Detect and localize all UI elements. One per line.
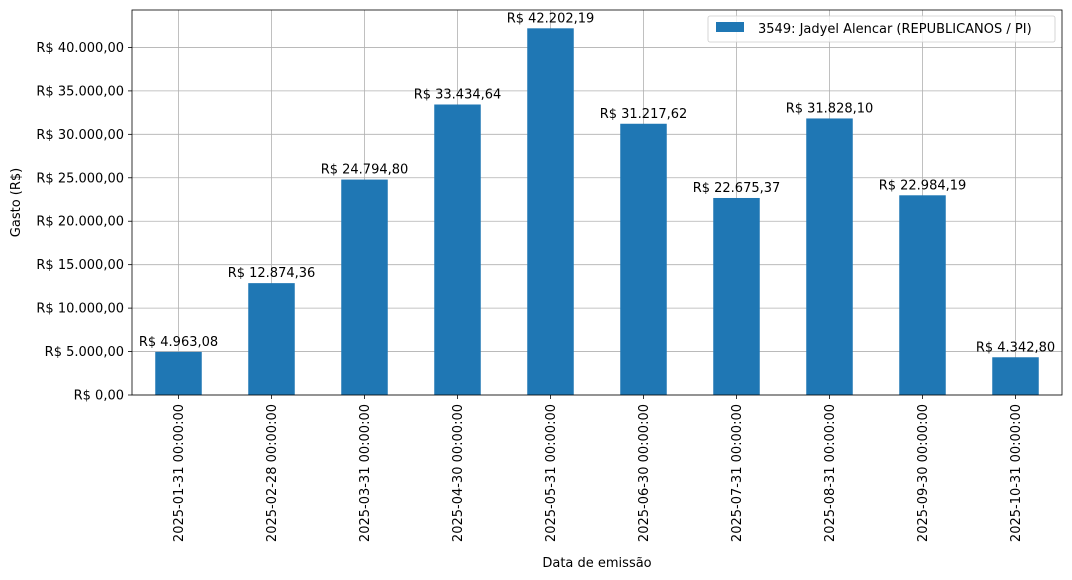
x-tick-label: 2025-05-31 00:00:00	[544, 404, 559, 542]
data-labels: R$ 4.963,08 R$ 12.874,36 R$ 24.794,80 R$ 33…	[139, 11, 1055, 355]
bar	[899, 195, 946, 395]
legend-frame	[707, 15, 1056, 43]
y-tick-label: R$ 5.000,00	[45, 345, 124, 360]
plot-frame	[131, 9, 1063, 396]
bar	[806, 118, 853, 396]
data-label: R$ 22.675,37	[693, 181, 781, 196]
x-tick-label: 2025-08-31 00:00:00	[823, 404, 838, 542]
data-label: R$ 4.963,08	[139, 335, 218, 350]
x-tick-label: 2025-09-30 00:00:00	[916, 404, 931, 542]
y-tick-label: R$ 20.000,00	[36, 215, 124, 230]
x-tick-label: 2025-07-31 00:00:00	[730, 404, 745, 542]
y-tick-label: R$ 25.000,00	[36, 171, 124, 186]
data-label: R$ 12.874,36	[228, 266, 316, 281]
data-label: R$ 4.342,80	[976, 340, 1055, 355]
data-label: R$ 24.794,80	[321, 163, 409, 178]
y-axis-ticks: R$ 0,00 R$ 5.000,00 R$ 10.000,00 R$ 15.000,…	[36, 41, 132, 404]
bar	[620, 123, 667, 395]
bar	[527, 28, 574, 396]
data-label: R$ 31.828,10	[786, 101, 874, 116]
x-axis-label: Data de emissão	[542, 556, 651, 571]
legend: 3549: Jadyel Alencar (REPUBLICANOS / PI)	[707, 15, 1056, 43]
x-axis-ticks: 2025-01-31 00:00:00 2025-02-28 00:00:00 20…	[172, 395, 1024, 542]
x-tick-label: 2025-06-30 00:00:00	[637, 404, 652, 542]
bar	[713, 197, 760, 395]
y-tick-label: R$ 15.000,00	[36, 258, 124, 273]
x-tick-label: 2025-01-31 00:00:00	[172, 404, 187, 542]
legend-entry: 3549: Jadyel Alencar (REPUBLICANOS / PI)	[758, 22, 1032, 37]
data-label: R$ 31.217,62	[600, 107, 688, 122]
y-tick-label: R$ 10.000,00	[36, 302, 124, 317]
x-tick-label: 2025-02-28 00:00:00	[265, 404, 280, 542]
y-tick-label: R$ 0,00	[74, 389, 124, 404]
y-tick-label: R$ 30.000,00	[36, 128, 124, 143]
bar	[248, 283, 295, 395]
legend-swatch	[716, 22, 744, 32]
x-tick-label: 2025-10-31 00:00:00	[1009, 404, 1024, 542]
bar	[992, 357, 1039, 395]
y-tick-label: R$ 40.000,00	[36, 41, 124, 56]
data-label: R$ 22.984,19	[879, 178, 967, 193]
y-axis-label: Gasto (R$)	[9, 168, 24, 237]
x-tick-label: 2025-03-31 00:00:00	[358, 404, 373, 542]
x-tick-label: 2025-04-30 00:00:00	[451, 404, 466, 542]
bar	[341, 179, 388, 395]
data-label: R$ 33.434,64	[414, 87, 502, 102]
bar	[434, 104, 481, 395]
data-label: R$ 42.202,19	[507, 11, 595, 26]
bars	[155, 28, 1039, 396]
y-tick-label: R$ 35.000,00	[36, 84, 124, 99]
bar	[155, 351, 202, 395]
